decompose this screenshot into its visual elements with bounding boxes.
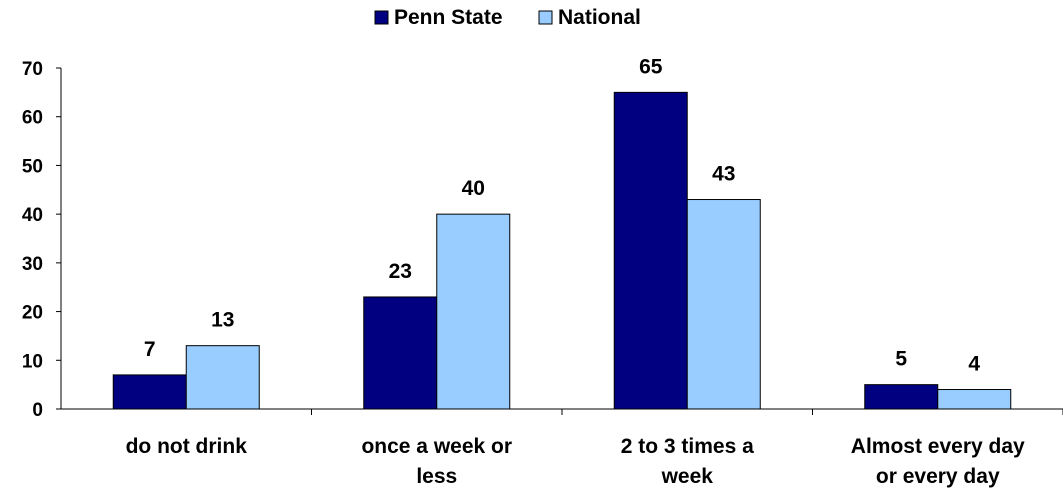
- bar-series1: [112, 374, 187, 410]
- x-category-label: do not drink: [126, 435, 248, 458]
- data-label: 13: [211, 309, 234, 332]
- y-tick-label: 50: [22, 156, 43, 177]
- data-label: 43: [712, 163, 735, 186]
- bar-series2: [686, 199, 761, 410]
- bar-series1: [613, 91, 688, 410]
- bar-series1: [363, 296, 438, 410]
- legend-swatch: [538, 10, 553, 25]
- legend-swatch: [374, 10, 389, 25]
- x-category-label-line: once a week or: [361, 435, 512, 458]
- data-label: 40: [462, 177, 485, 200]
- x-category-label-line: do not drink: [126, 435, 248, 458]
- legend-label: National: [558, 6, 641, 29]
- bar-series2: [436, 213, 511, 410]
- y-tick-label: 10: [22, 351, 43, 372]
- x-category-label-line: 2 to 3 times a: [621, 435, 754, 458]
- x-category-label: 2 to 3 times a week: [621, 435, 754, 488]
- x-category-label-line: or every day: [876, 465, 1000, 488]
- data-label: 7: [144, 338, 156, 361]
- bar-series2: [185, 345, 260, 410]
- y-tick-label: 20: [22, 303, 43, 324]
- y-tick-label: 60: [22, 108, 43, 129]
- legend-label: Penn State: [394, 6, 503, 29]
- y-tick-label: 70: [22, 59, 43, 80]
- x-category-label-line: less: [416, 465, 457, 488]
- data-label: 4: [968, 353, 980, 376]
- y-tick-label: 40: [22, 205, 43, 226]
- y-tick-label: 30: [22, 254, 43, 275]
- bar-series2: [937, 389, 1012, 410]
- bar-series1: [864, 384, 939, 410]
- legend: Penn State National: [374, 6, 641, 29]
- x-category-label-line: week: [661, 465, 714, 488]
- data-label: 65: [639, 55, 663, 78]
- data-label: 23: [389, 260, 412, 283]
- x-category-label: once a week or less: [361, 435, 512, 488]
- x-category-label-line: Almost every day: [851, 435, 1025, 458]
- y-tick-label: 0: [32, 400, 43, 421]
- data-label: 5: [895, 348, 907, 371]
- x-category-label: Almost every day or every day: [851, 435, 1025, 488]
